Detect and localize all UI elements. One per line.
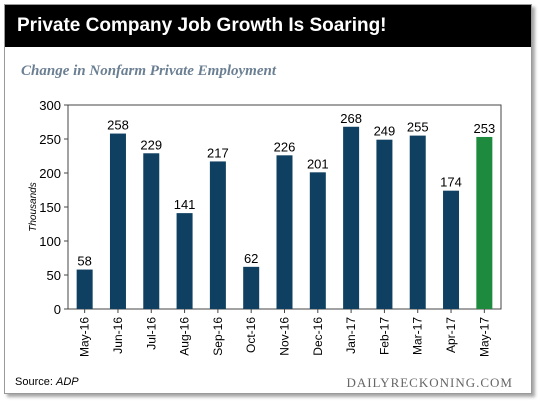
y-tick-label: 150 bbox=[39, 200, 61, 215]
y-tick-label: 200 bbox=[39, 166, 61, 181]
bar bbox=[376, 139, 393, 309]
data-label: 253 bbox=[473, 121, 495, 136]
chart-header: Private Company Job Growth Is Soaring! bbox=[5, 5, 531, 47]
y-tick-label: 300 bbox=[39, 98, 61, 113]
source-note: Source: ADP bbox=[15, 376, 79, 388]
data-label: 258 bbox=[107, 118, 129, 133]
data-label: 174 bbox=[440, 175, 462, 190]
chart-subtitle: Change in Nonfarm Private Employment bbox=[21, 63, 277, 79]
bar bbox=[109, 133, 126, 309]
x-tick-label: Feb-17 bbox=[377, 317, 391, 355]
y-tick-label: 250 bbox=[39, 132, 61, 147]
bar bbox=[209, 161, 226, 309]
x-tick-label: Dec-16 bbox=[311, 317, 325, 356]
y-tick-label: 100 bbox=[39, 234, 61, 249]
bar bbox=[476, 136, 493, 309]
x-tick-label: May-17 bbox=[477, 317, 491, 357]
source-label: Source: bbox=[15, 376, 53, 388]
bar bbox=[309, 172, 326, 309]
data-label: 255 bbox=[407, 120, 429, 135]
x-tick-label: Aug-16 bbox=[178, 317, 192, 356]
y-tick-label: 50 bbox=[47, 268, 61, 283]
x-tick-label: Oct-16 bbox=[244, 317, 258, 353]
bar bbox=[176, 213, 193, 309]
data-label: 226 bbox=[274, 139, 296, 154]
plot-area: 0 50 100 150 200 250 300 Thousands 58 May-16 258 Ju… bbox=[28, 98, 502, 357]
x-tick-label: Nov-16 bbox=[278, 317, 292, 356]
bar bbox=[409, 135, 426, 309]
x-tick-label: Jun-16 bbox=[111, 317, 125, 354]
bar bbox=[276, 155, 293, 309]
y-axis-title: Thousands bbox=[28, 182, 39, 231]
data-label: 141 bbox=[174, 197, 196, 212]
x-tick-label: May-16 bbox=[78, 317, 92, 357]
x-tick-label: Sep-16 bbox=[211, 317, 225, 356]
data-label: 229 bbox=[140, 137, 162, 152]
data-label: 62 bbox=[244, 251, 258, 266]
watermark: DAILYRECKONING.COM bbox=[346, 375, 513, 390]
source-name: ADP bbox=[55, 376, 79, 388]
bar bbox=[243, 266, 260, 309]
data-label: 217 bbox=[207, 145, 229, 160]
data-label: 268 bbox=[340, 111, 362, 126]
data-label: 249 bbox=[374, 124, 396, 139]
bar bbox=[143, 153, 160, 309]
chart-frame: Private Company Job Growth Is Soaring! C… bbox=[4, 4, 532, 394]
x-tick-label: Jul-16 bbox=[144, 317, 158, 350]
y-tick-label: 0 bbox=[54, 302, 61, 317]
bar bbox=[76, 269, 93, 309]
data-label: 58 bbox=[77, 254, 91, 269]
x-tick-label: Apr-17 bbox=[444, 317, 458, 353]
x-tick-label: Mar-17 bbox=[411, 317, 425, 355]
bar bbox=[343, 126, 360, 309]
bar bbox=[443, 190, 460, 309]
data-label: 201 bbox=[307, 156, 329, 171]
bar-chart: 0 50 100 150 200 250 300 Thousands 58 May-16 258 Ju… bbox=[28, 98, 502, 357]
x-tick-label: Jan-17 bbox=[344, 317, 358, 354]
